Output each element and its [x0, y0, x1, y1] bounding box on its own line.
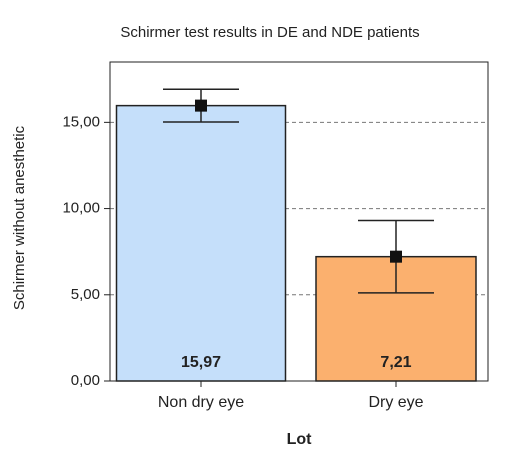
y-tick-label: 15,00: [62, 113, 100, 130]
x-tick-label: Dry eye: [368, 394, 423, 411]
mean-marker: [195, 99, 207, 112]
x-axis-label: Lot: [287, 431, 313, 448]
bar: [115, 104, 287, 382]
y-tick-label: 0,00: [71, 372, 100, 389]
mean-marker: [390, 250, 402, 263]
y-tick-label: 10,00: [62, 200, 100, 217]
plot-frame: [109, 61, 489, 382]
y-axis-label: Schirmer without anesthetic: [11, 125, 28, 310]
value-label: 15,97: [181, 354, 221, 371]
value-label: 7,21: [380, 354, 411, 371]
x-tick-label: Non dry eye: [158, 394, 244, 411]
chart-title: Schirmer test results in DE and NDE pati…: [120, 24, 419, 41]
y-tick-label: 5,00: [71, 286, 100, 303]
